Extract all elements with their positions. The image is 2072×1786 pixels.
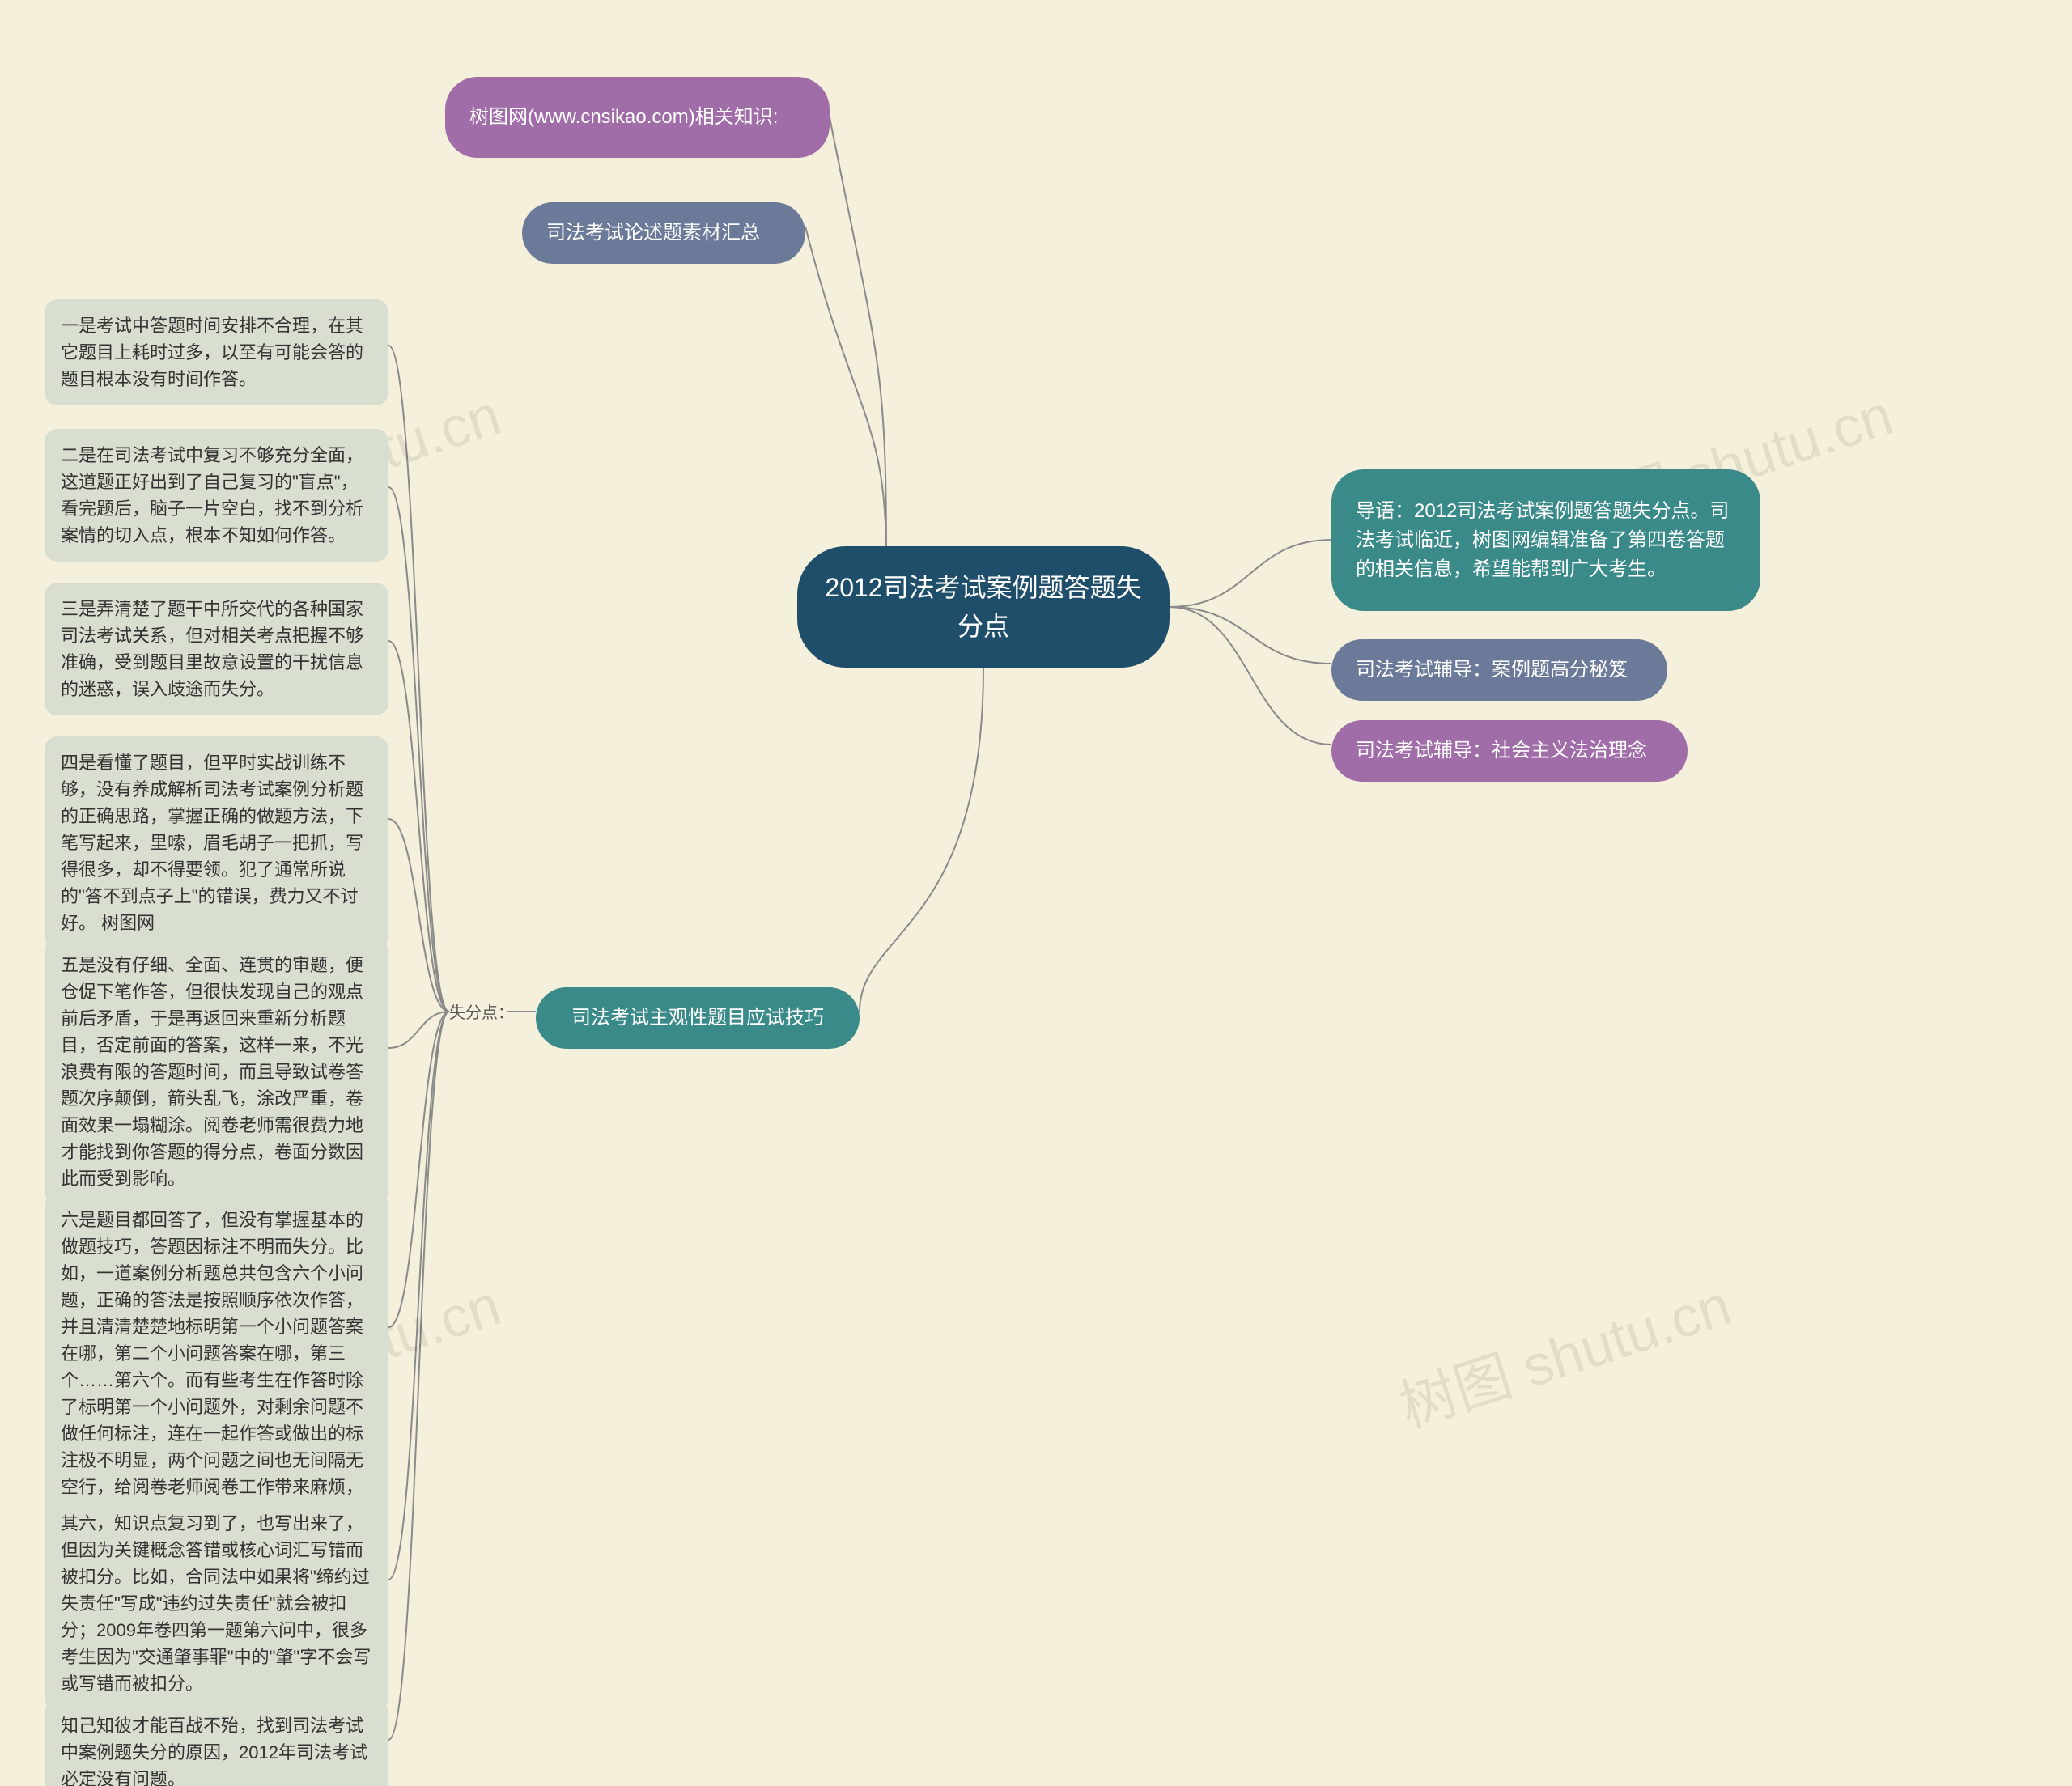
root-node[interactable]: 2012司法考试案例题答题失分点: [797, 546, 1170, 668]
branch-guide-socialism[interactable]: 司法考试辅导：社会主义法治理念: [1331, 720, 1688, 782]
leaf-point-1[interactable]: 一是考试中答题时间安排不合理，在其它题目上耗时过多，以至有可能会答的题目根本没有…: [45, 299, 388, 405]
leaf-point-4[interactable]: 四是看懂了题目，但平时实战训练不够，没有养成解析司法考试案例分析题的正确思路，掌…: [45, 736, 388, 949]
branch-knowledge-site[interactable]: 树图网(www.cnsikao.com)相关知识:: [445, 77, 830, 158]
leaf-point-5[interactable]: 五是没有仔细、全面、连贯的审题，便仓促下笔作答，但很快发现自己的观点前后矛盾，于…: [45, 939, 388, 1205]
branch-guide-high-score[interactable]: 司法考试辅导：案例题高分秘笈: [1331, 639, 1667, 701]
leaf-point-8[interactable]: 知己知彼才能百战不殆，找到司法考试中案例题失分的原因，2012年司法考试必定没有…: [45, 1699, 388, 1786]
leaf-point-7[interactable]: 其六，知识点复习到了，也写出来了，但因为关键概念答错或核心词汇写错而被扣分。比如…: [45, 1497, 388, 1710]
branch-subjective-tips[interactable]: 司法考试主观性题目应试技巧: [536, 987, 860, 1049]
branch-essay-material[interactable]: 司法考试论述题素材汇总: [522, 202, 805, 264]
branch-intro[interactable]: 导语：2012司法考试案例题答题失分点。司法考试临近，树图网编辑准备了第四卷答题…: [1331, 469, 1760, 611]
label-lost-points: 失分点：: [449, 999, 514, 1023]
watermark: 树图 shutu.cn: [1388, 1260, 1740, 1444]
leaf-point-6[interactable]: 六是题目都回答了，但没有掌握基本的做题技巧，答题因标注不明而失分。比如，一道案例…: [45, 1194, 388, 1540]
leaf-point-2[interactable]: 二是在司法考试中复习不够充分全面，这道题正好出到了自己复习的"盲点"，看完题后，…: [45, 429, 388, 562]
leaf-point-3[interactable]: 三是弄清楚了题干中所交代的各种国家司法考试关系，但对相关考点把握不够准确，受到题…: [45, 583, 388, 715]
